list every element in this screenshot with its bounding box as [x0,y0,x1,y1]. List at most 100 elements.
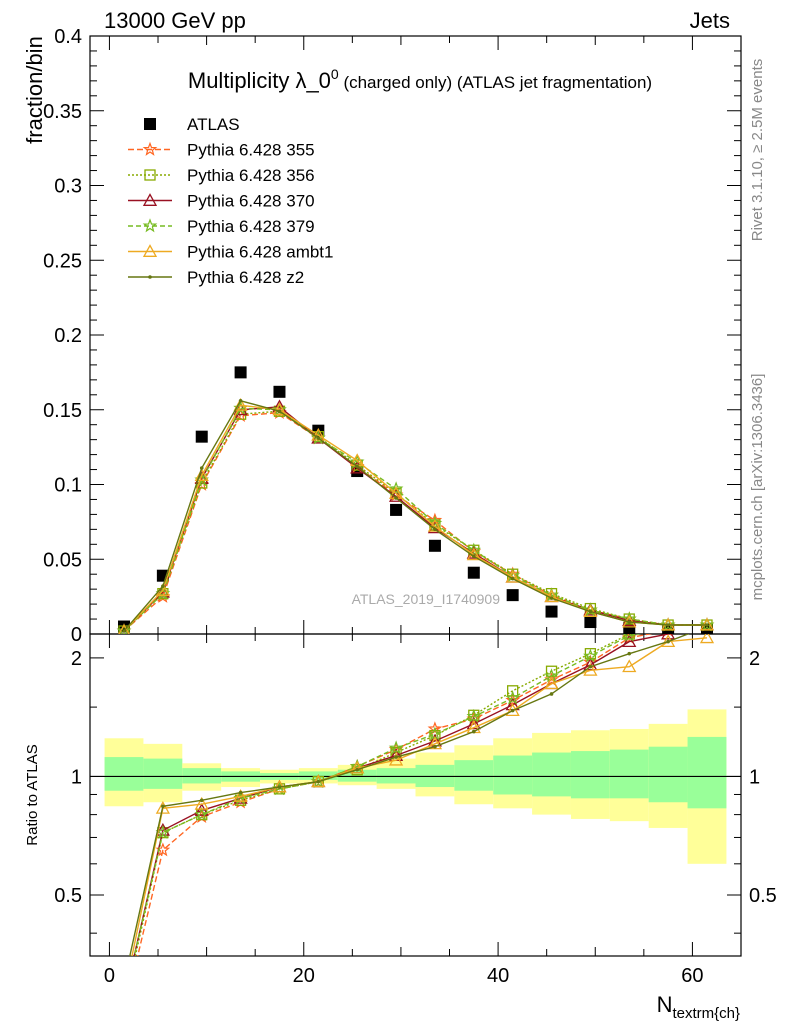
ratio-line-p379 [133,634,642,956]
data-point [622,659,637,673]
plot-title-main: Multiplicity λ_0 [188,68,331,93]
legend-entry-ambt1: Pythia 6.428 ambt1 [128,243,333,262]
data-point [144,169,156,181]
ratio-band-inner [609,749,649,799]
x-tick-label: 40 [487,965,509,987]
ratio-line-p356 [134,634,634,956]
data-point [116,623,132,634]
data-point [466,716,481,730]
data-point [272,402,287,416]
data-point [549,692,554,696]
data-point [194,796,209,810]
main-y-tick-label: 0 [71,624,82,646]
data-point [311,427,326,441]
data-point [277,409,282,414]
data-point [388,481,404,496]
ratio-band-inner [182,768,222,784]
data-point [427,519,443,532]
legend-label: Pythia 6.428 355 [187,141,315,160]
data-point [505,692,521,707]
data-point [161,804,165,809]
data-point [194,803,209,816]
x-tick-label: 0 [104,965,115,987]
data-point [510,708,515,713]
x-tick-label: 60 [681,965,703,987]
ratio-y-tick-label: 2 [71,648,82,670]
ratio-plot-frame [89,633,742,957]
data-point [621,634,637,644]
data-point [238,398,243,403]
ratio-band-inner [532,752,571,797]
ratio-line-p355 [136,634,653,956]
data-point [588,609,593,614]
data-point [394,755,398,759]
main-y-axis-label: fraction/bin [22,36,47,144]
data-point [233,789,248,802]
data-point [355,464,360,469]
data-point [122,629,126,633]
data-point [273,385,286,398]
data-point [583,648,598,663]
plot-title: Multiplicity λ_00 (charged only) (ATLAS … [188,66,652,93]
data-point [549,596,554,600]
ratio-y-tick-label: 1 [71,766,82,788]
legend-entry-p356: Pythia 6.428 356 [128,166,315,185]
data-point [584,616,597,629]
ratio-band-inner [104,757,144,791]
data-point [122,981,126,985]
ratio-band-inner [570,751,610,799]
series-z2 [122,398,709,633]
data-point [660,617,676,632]
legend: ATLAS Pythia 6.428 355 Pythia 6.428 356 Pyt… [128,115,333,287]
ratio-series-z2 [122,634,690,985]
ratio-y-tick-label-right: 2 [749,648,760,670]
data-point [623,622,636,634]
data-point [583,602,598,616]
ratio-uncertainty-bands [90,709,741,864]
data-point [388,740,404,755]
data-point [466,542,482,557]
ratio-y-axis-label: Ratio to ATLAS [24,744,41,845]
legend-entry-atlas: ATLAS [144,115,240,134]
x-tick-label: 20 [293,965,315,987]
axis-tick-labels: 00.050.10.150.20.250.30.350.40 20 40 600.5 0… [43,26,777,987]
ratio-y-tick-label: 0.5 [54,885,82,907]
main-series [116,366,715,634]
data-point [662,623,675,634]
data-point [234,366,247,379]
ratio-band-inner [337,769,377,782]
data-point [627,620,632,624]
x-axis-label-main: N [657,992,673,1017]
series-line-z2 [123,399,707,632]
data-point [142,244,158,257]
data-point [666,639,670,644]
x-axis-label-sub: textrm{ch} [672,1005,740,1022]
data-point [316,436,321,440]
ratio-line-z2 [129,634,690,956]
data-point [471,554,476,559]
data-point [388,752,404,766]
ratio-band-inner [454,760,494,791]
data-point [627,651,632,656]
ratio-band-inner [376,768,416,784]
header-left: 13000 GeV pp [104,8,246,33]
data-point [544,676,559,690]
data-point [142,193,158,206]
data-point [466,708,482,723]
ratio-y-tick-label-right: 0.5 [749,885,777,907]
legend-entry-z2: Pythia 6.428 z2 [128,268,304,287]
data-point [194,806,210,821]
data-point [349,454,365,469]
data-point [507,685,519,697]
data-point [199,466,204,470]
data-point [118,994,130,1005]
ratio-line-p370 [133,634,672,956]
ratio-band-inner [687,736,727,809]
data-point [588,664,593,669]
data-point [195,430,208,443]
rivet-version-label: Rivet 3.1.10, ≥ 2.5M events [749,59,766,242]
legend-label: Pythia 6.428 z2 [187,268,304,287]
ratio-y-tick-label-right: 1 [749,766,760,788]
axis-ticks [90,35,741,956]
